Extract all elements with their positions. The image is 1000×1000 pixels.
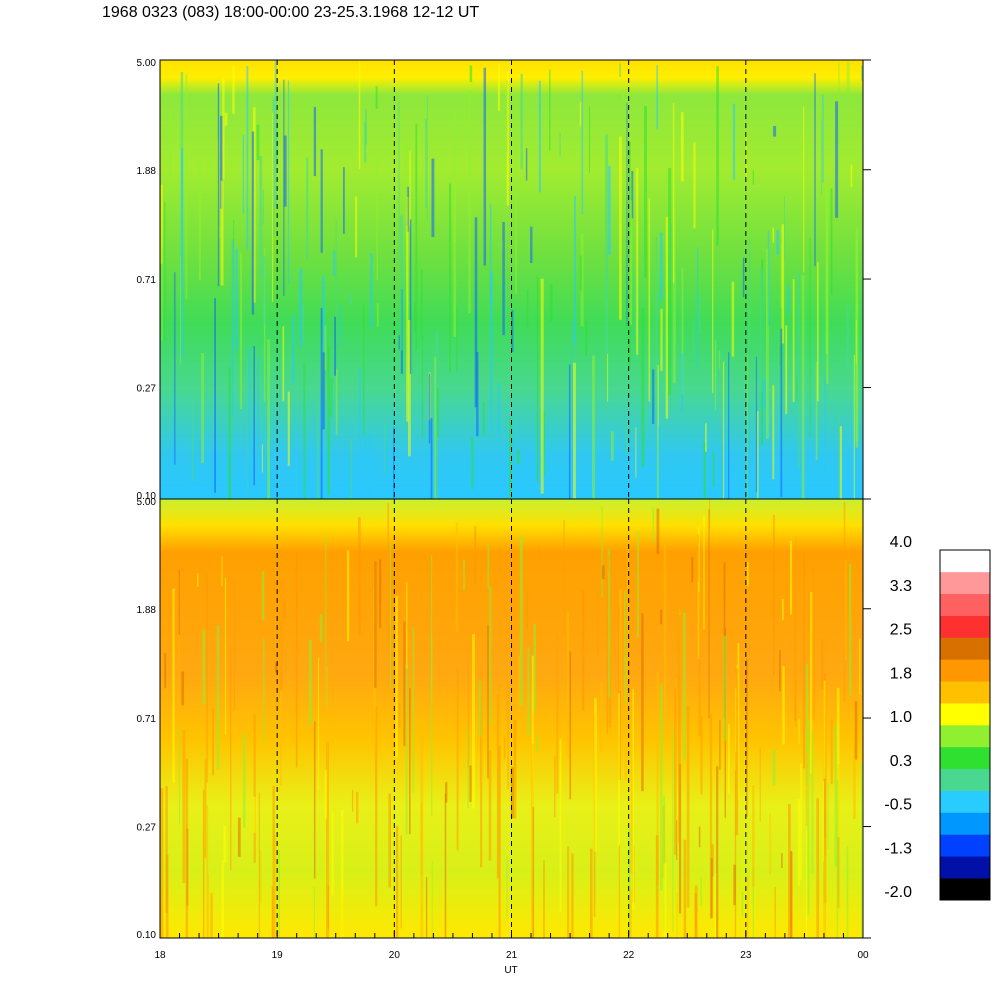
top-ytick-label: 0.71: [137, 275, 157, 286]
top-ytick-label: 0.27: [137, 384, 157, 395]
colorbar: 4.0 3.3 2.5 1.8 1.0 0.3 -0.5 -1.3 -2.0: [884, 534, 991, 901]
colorbar-label: 2.5: [890, 622, 912, 639]
colorbar-swatch: [940, 768, 990, 791]
xtick-label: 21: [506, 950, 518, 961]
colorbar-label: 0.3: [890, 753, 912, 770]
colorbar-label: 1.8: [890, 665, 912, 682]
chart-title: 1968 0323 (083) 18:00-00:00 23-25.3.1968…: [102, 4, 480, 21]
colorbar-label: -0.5: [884, 797, 912, 814]
colorbar-swatch: [940, 703, 990, 726]
x-axis: 18 19 20 21 22 23 00: [154, 930, 869, 961]
colorbar-swatch: [940, 593, 990, 616]
xtick-label: 18: [154, 950, 166, 961]
x-axis-label: UT: [504, 965, 517, 976]
colorbar-label: -1.3: [884, 840, 912, 857]
colorbar-label: 3.3: [890, 578, 912, 595]
bottom-ytick-label: 0.71: [137, 714, 157, 725]
colorbar-swatch: [940, 615, 990, 638]
bottom-spectrogram-panel: 5.00 1.88 0.71 0.27 0.10: [137, 497, 871, 941]
colorbar-swatch: [940, 856, 990, 879]
xtick-label: 00: [857, 950, 869, 961]
xtick-label: 23: [740, 950, 752, 961]
xtick-label: 19: [272, 950, 284, 961]
colorbar-swatch: [940, 878, 990, 901]
colorbar-label: -2.0: [884, 884, 912, 901]
colorbar-swatch: [940, 681, 990, 704]
colorbar-swatch: [940, 746, 990, 770]
top-ytick-label: 0.10: [137, 491, 157, 502]
top-spectrogram-panel: 5.00 1.88 0.71 0.27 0.10: [137, 58, 871, 502]
colorbar-swatch: [940, 790, 990, 813]
top-ytick-label: 5.00: [137, 58, 157, 69]
bottom-ytick-label: 1.88: [137, 605, 157, 616]
colorbar-swatch: [940, 571, 990, 595]
bottom-ytick-label: 0.10: [137, 930, 157, 941]
colorbar-swatch: [940, 725, 990, 748]
colorbar-label: 1.0: [890, 709, 912, 726]
colorbar-swatch: [940, 637, 990, 660]
colorbar-swatch: [940, 812, 990, 835]
colorbar-swatch: [940, 550, 990, 573]
bottom-ytick-label: 0.27: [137, 823, 157, 834]
colorbar-swatch: [940, 834, 990, 857]
xtick-label: 22: [623, 950, 635, 961]
colorbar-label: 4.0: [890, 534, 912, 551]
colorbar-swatch: [940, 659, 990, 682]
bottom-ytick-label: 5.00: [137, 497, 157, 508]
colorbar-frame: [939, 549, 991, 901]
top-ytick-label: 1.88: [137, 166, 157, 177]
xtick-label: 20: [389, 950, 401, 961]
